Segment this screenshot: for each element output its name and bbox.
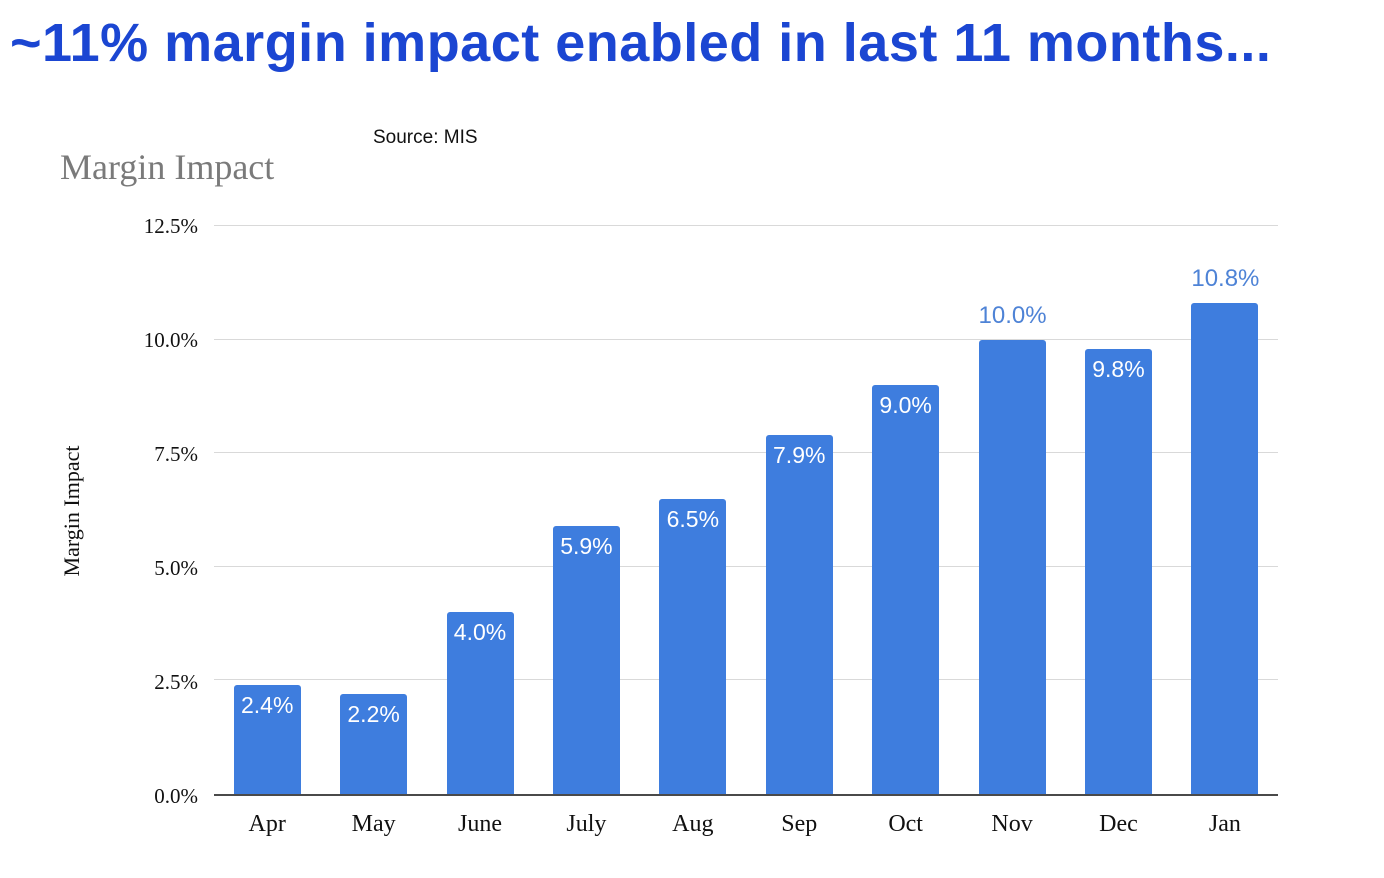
- gridline: [214, 565, 1278, 567]
- y-tick-label: 0.0%: [154, 784, 198, 808]
- bar-value-label: 2.2%: [347, 701, 400, 728]
- bar-value-label: 10.0%: [978, 301, 1047, 329]
- y-tick-label: 12.5%: [143, 214, 198, 238]
- bar-apr: 2.4%: [233, 684, 301, 794]
- bar-value-label: 7.9%: [773, 442, 826, 469]
- y-axis-title-cell: Margin Impact: [48, 226, 96, 796]
- bar-may: 2.2%: [340, 694, 408, 794]
- bar-july: 5.9%: [552, 525, 620, 794]
- bar-column-june: 4.0%: [427, 226, 533, 794]
- bar-value-label: 4.0%: [453, 619, 507, 646]
- bar-sep: 7.9%: [765, 435, 833, 794]
- bar-aug: 6.5%: [659, 498, 727, 794]
- x-tick-label-june: June: [458, 810, 503, 837]
- bar-column-nov: 10.0%: [959, 226, 1065, 794]
- bar-nov: 10.0%: [978, 302, 1047, 794]
- gridline: [214, 338, 1278, 340]
- bar-value-label: 10.8%: [1191, 265, 1260, 293]
- bar-dec: 9.8%: [1084, 348, 1152, 794]
- slide-title: ~11% margin impact enabled in last 11 mo…: [10, 13, 1272, 73]
- bar-column-may: 2.2%: [320, 226, 426, 794]
- bar-column-oct: 9.0%: [852, 226, 958, 794]
- x-tick-label-aug: Aug: [672, 810, 714, 837]
- x-tick-label-oct: Oct: [888, 810, 923, 837]
- x-tick-label-apr: Apr: [248, 810, 286, 837]
- bar-jan: 10.8%: [1191, 265, 1259, 794]
- gridline: [214, 679, 1278, 681]
- y-tick-label: 7.5%: [154, 442, 198, 466]
- plot-area: 2.4% 2.2% 4.0% 5.9% 6.5% 7.9% 9.0% 10.0% 9.8% 10.…: [214, 225, 1278, 796]
- y-axis-ticks: 0.0% 2.5% 5.0% 7.5% 10.0% 12.5%: [96, 215, 214, 807]
- gridline: [214, 225, 1278, 226]
- x-tick-label-sep: Sep: [781, 810, 818, 837]
- y-axis-title: Margin Impact: [59, 445, 84, 577]
- bar-oct: 9.0%: [872, 385, 940, 794]
- bar-column-sep: 7.9%: [746, 226, 852, 794]
- y-tick-label: 10.0%: [143, 328, 198, 352]
- bar-june: 4.0%: [446, 612, 514, 794]
- bar-column-apr: 2.4%: [214, 226, 320, 794]
- x-tick-label-july: July: [566, 810, 607, 837]
- bar-column-jan: 10.8%: [1172, 226, 1278, 794]
- x-axis-labels: Apr May June July Aug Sep Oct Nov Dec Jan: [214, 796, 1278, 844]
- bar-column-dec: 9.8%: [1065, 226, 1171, 794]
- bar-value-label: 5.9%: [560, 532, 613, 559]
- bar-value-label: 2.4%: [240, 691, 294, 718]
- bar-value-label: 9.8%: [1092, 355, 1145, 382]
- bars-container: 2.4% 2.2% 4.0% 5.9% 6.5% 7.9% 9.0% 10.0% 9.8% 10.…: [214, 226, 1278, 794]
- bar-column-aug: 6.5%: [640, 226, 746, 794]
- x-tick-label-jan: Jan: [1208, 810, 1241, 837]
- bar-value-label: 6.5%: [666, 505, 720, 532]
- chart-title: Margin Impact: [60, 147, 275, 187]
- gridline: [214, 452, 1278, 454]
- y-tick-label: 5.0%: [154, 556, 198, 580]
- x-tick-label-nov: Nov: [991, 810, 1033, 837]
- bar-column-july: 5.9%: [533, 226, 639, 794]
- x-tick-label-may: May: [351, 810, 396, 837]
- margin-impact-bar-chart: Margin Impact 0.0% 2.5% 5.0% 7.5% 10.0% 12.5%…: [48, 215, 1278, 844]
- x-tick-label-dec: Dec: [1099, 810, 1138, 837]
- source-note: Source: MIS: [373, 127, 478, 148]
- y-tick-label: 2.5%: [154, 670, 198, 694]
- bar-value-label: 9.0%: [879, 392, 932, 419]
